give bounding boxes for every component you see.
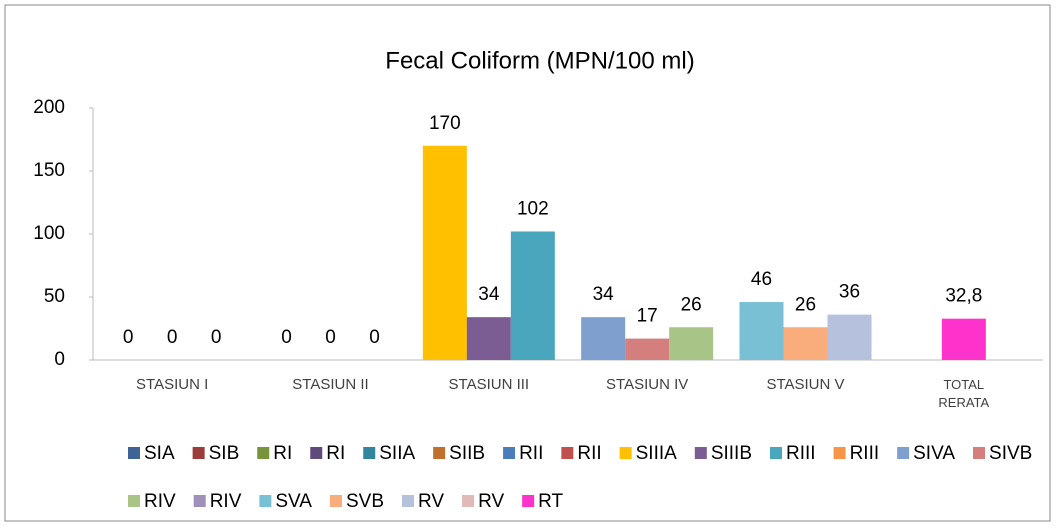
legend-label: RV xyxy=(418,491,444,512)
data-label: 46 xyxy=(751,269,772,290)
data-label: 0 xyxy=(281,327,292,348)
legend-label: RIII xyxy=(786,443,816,464)
data-label: 26 xyxy=(795,294,816,315)
data-label: 102 xyxy=(517,198,549,219)
legend-swatch xyxy=(259,495,272,507)
legend-label: RIV xyxy=(144,491,176,512)
legend-swatch xyxy=(462,495,475,507)
legend-label: RIII xyxy=(850,443,880,464)
legend-label: RII xyxy=(577,443,601,464)
legend-label: SIVA xyxy=(913,443,955,464)
data-label: 26 xyxy=(681,294,702,315)
legend-label: SIIIA xyxy=(636,443,678,464)
legend-swatch xyxy=(897,447,910,459)
bar xyxy=(783,327,828,360)
data-label: 32,8 xyxy=(945,286,982,307)
legend-label: SVB xyxy=(346,491,384,512)
bar xyxy=(625,338,670,360)
legend-swatch xyxy=(770,447,782,459)
data-label: 170 xyxy=(429,113,461,134)
bar xyxy=(941,318,986,360)
legend-swatch xyxy=(257,447,270,459)
data-label: 0 xyxy=(167,327,178,348)
legend-swatch xyxy=(522,495,535,507)
legend-label: SIB xyxy=(209,443,240,464)
legend-swatch xyxy=(193,495,206,507)
bar xyxy=(739,302,784,360)
x-tick-label: STASIUN IV xyxy=(606,376,689,393)
legend-label: SVA xyxy=(275,491,312,512)
x-tick-label: STASIUN V xyxy=(766,376,845,393)
x-tick-label: STASIUN I xyxy=(136,376,209,393)
legend-swatch xyxy=(192,447,205,459)
legend-swatch xyxy=(619,447,632,459)
data-label: 0 xyxy=(369,327,380,348)
legend-swatch xyxy=(329,495,342,507)
legend-label: RII xyxy=(519,443,543,464)
legend-swatch xyxy=(833,447,846,459)
chart-title: Fecal Coliform (MPN/100 ml) xyxy=(385,47,694,74)
y-tick-label: 0 xyxy=(54,349,65,370)
legend-label: RIV xyxy=(210,491,242,512)
legend-label: RI xyxy=(273,443,292,464)
legend-label: SIIB xyxy=(449,443,485,464)
legend-label: SIIA xyxy=(379,443,415,464)
legend-swatch xyxy=(694,447,707,459)
y-tick-label: 200 xyxy=(33,97,65,118)
data-label: 34 xyxy=(478,284,500,305)
legend-swatch xyxy=(310,447,323,459)
data-label: 0 xyxy=(123,327,134,348)
bar xyxy=(669,327,714,360)
legend-swatch xyxy=(973,447,986,459)
data-label: 17 xyxy=(637,306,658,327)
data-label: 34 xyxy=(593,284,615,305)
x-tick-label: STASIUN III xyxy=(448,376,530,393)
legend-label: SIIIB xyxy=(711,443,752,464)
y-tick-label: 50 xyxy=(44,286,65,307)
legend-label: RT xyxy=(538,491,563,512)
x-tick-label: STASIUN II xyxy=(292,376,369,393)
bar xyxy=(581,317,626,360)
bar xyxy=(510,231,555,360)
bar xyxy=(466,317,511,360)
legend-label: SIVB xyxy=(989,443,1032,464)
data-label: 0 xyxy=(211,327,222,348)
legend-swatch xyxy=(128,495,140,507)
legend-swatch xyxy=(128,447,140,459)
legend-swatch xyxy=(503,447,516,459)
data-label: 36 xyxy=(839,282,860,303)
data-label: 0 xyxy=(325,327,336,348)
bar xyxy=(827,314,872,360)
legend-label: SIA xyxy=(144,443,175,464)
legend-label: RV xyxy=(478,491,504,512)
legend-swatch xyxy=(363,447,376,459)
bar xyxy=(422,145,467,360)
y-tick-label: 100 xyxy=(33,223,65,244)
y-tick-label: 150 xyxy=(33,160,65,181)
x-tick-label: TOTAL RERATA xyxy=(938,377,990,410)
legend-swatch xyxy=(433,447,446,459)
legend-swatch xyxy=(561,447,574,459)
legend-label: RI xyxy=(326,443,345,464)
legend-swatch xyxy=(402,495,415,507)
